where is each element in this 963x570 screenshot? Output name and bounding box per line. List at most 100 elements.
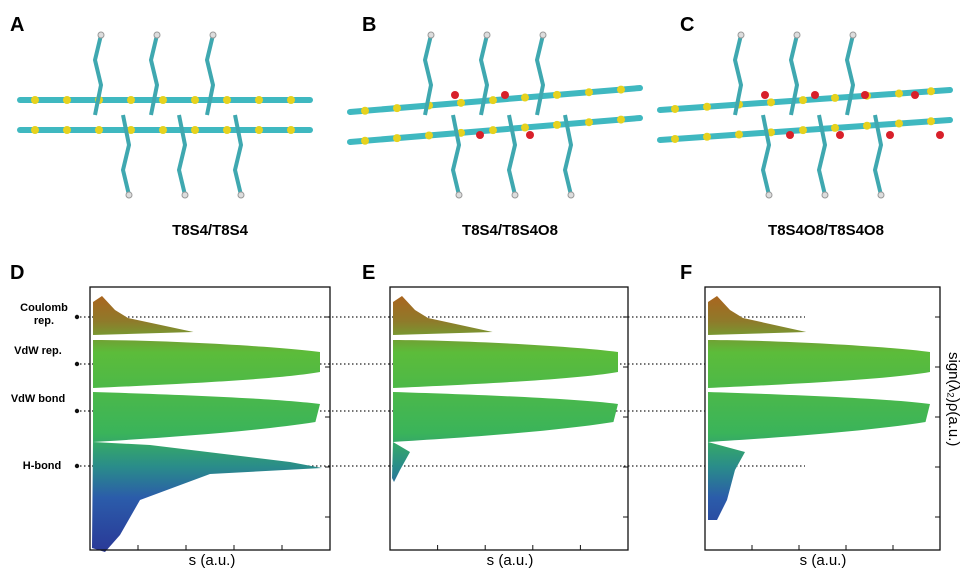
- sulfur: [767, 98, 775, 107]
- sulfur: [585, 88, 593, 97]
- sulfur: [553, 90, 561, 99]
- alkyl-chain: [92, 34, 104, 116]
- sulfur: [521, 123, 529, 132]
- chain-end: [821, 191, 829, 199]
- interaction-label: Coulomb rep.: [20, 302, 68, 327]
- chain-end: [125, 191, 133, 199]
- chain-end: [153, 31, 161, 39]
- chain-end: [539, 31, 547, 39]
- alkyl-chain: [506, 114, 518, 196]
- sulfur: [425, 131, 433, 140]
- sulfur: [159, 126, 167, 134]
- sulfur: [95, 126, 103, 134]
- x-axis-label: s (a.u.): [188, 552, 236, 569]
- x-axis-label: s (a.u.): [486, 552, 534, 569]
- chain-end: [483, 31, 491, 39]
- sulfur: [127, 96, 135, 104]
- alkyl-chain: [732, 34, 744, 116]
- sulfur: [223, 126, 231, 134]
- oxygen: [501, 91, 509, 99]
- panel-letter: E: [362, 262, 376, 284]
- sulfur: [63, 96, 71, 104]
- sulfur: [617, 85, 625, 94]
- panel-letter: F: [680, 262, 693, 284]
- interaction-label: H-bond: [22, 460, 62, 472]
- chain-end: [877, 191, 885, 199]
- chain-end: [793, 31, 801, 39]
- alkyl-chain: [788, 34, 800, 116]
- sulfur: [671, 134, 679, 143]
- alkyl-chain: [844, 34, 856, 116]
- interaction-label: VdW rep.: [14, 345, 62, 357]
- alkyl-chain: [204, 34, 216, 116]
- panel-caption: T8S4/T8S4: [172, 222, 248, 239]
- oxygen: [811, 91, 819, 99]
- oxygen: [526, 131, 534, 139]
- alkyl-chain: [148, 34, 160, 116]
- oxygen: [861, 91, 869, 99]
- sulfur: [287, 96, 295, 104]
- sulfur: [703, 132, 711, 141]
- sulfur: [489, 126, 497, 135]
- sulfur: [393, 104, 401, 113]
- alkyl-chain: [422, 34, 434, 116]
- sulfur: [895, 89, 903, 98]
- scatter-region: [92, 296, 322, 552]
- alkyl-chain: [450, 114, 462, 196]
- panel-letter: A: [10, 14, 25, 36]
- sulfur: [255, 96, 263, 104]
- sulfur: [393, 134, 401, 143]
- chain-end: [427, 31, 435, 39]
- alkyl-chain: [232, 114, 244, 196]
- chain-end: [181, 191, 189, 199]
- sulfur: [927, 87, 935, 96]
- sulfur: [895, 119, 903, 128]
- chain-end: [849, 31, 857, 39]
- sulfur: [361, 106, 369, 115]
- interaction-label: VdW bond: [10, 393, 66, 405]
- oxygen: [786, 131, 794, 139]
- sulfur: [255, 126, 263, 134]
- sulfur: [863, 121, 871, 130]
- chain-end: [765, 191, 773, 199]
- panel-letter: B: [362, 14, 377, 36]
- oxygen: [936, 131, 944, 139]
- sulfur: [831, 93, 839, 102]
- reference-dot: [74, 408, 80, 414]
- scatter-region: [708, 296, 930, 520]
- sulfur: [585, 118, 593, 127]
- sulfur: [831, 123, 839, 132]
- panel-letter: C: [680, 14, 695, 36]
- sulfur: [31, 126, 39, 134]
- x-axis-label: s (a.u.): [799, 552, 847, 569]
- sulfur: [489, 96, 497, 105]
- plot-frame: [704, 286, 941, 551]
- reference-dot: [74, 463, 80, 469]
- sulfur: [159, 96, 167, 104]
- plot-frame: [89, 286, 331, 551]
- sulfur: [127, 126, 135, 134]
- alkyl-chain: [872, 114, 884, 196]
- sulfur: [191, 96, 199, 104]
- alkyl-chain: [176, 114, 188, 196]
- alkyl-chain: [816, 114, 828, 196]
- alkyl-chain: [120, 114, 132, 196]
- sulfur: [767, 128, 775, 137]
- oxygen: [761, 91, 769, 99]
- oxygen: [886, 131, 894, 139]
- chain-end: [237, 191, 245, 199]
- oxygen: [836, 131, 844, 139]
- sulfur: [457, 98, 465, 107]
- sulfur: [703, 102, 711, 111]
- oxygen: [451, 91, 459, 99]
- chain-end: [567, 191, 575, 199]
- sulfur: [223, 96, 231, 104]
- chain-end: [455, 191, 463, 199]
- sulfur: [31, 96, 39, 104]
- sulfur: [617, 115, 625, 124]
- y-axis-label: sign(λ₂)ρ(a.u.): [945, 352, 962, 447]
- sulfur: [361, 136, 369, 145]
- oxygen: [476, 131, 484, 139]
- oxygen: [911, 91, 919, 99]
